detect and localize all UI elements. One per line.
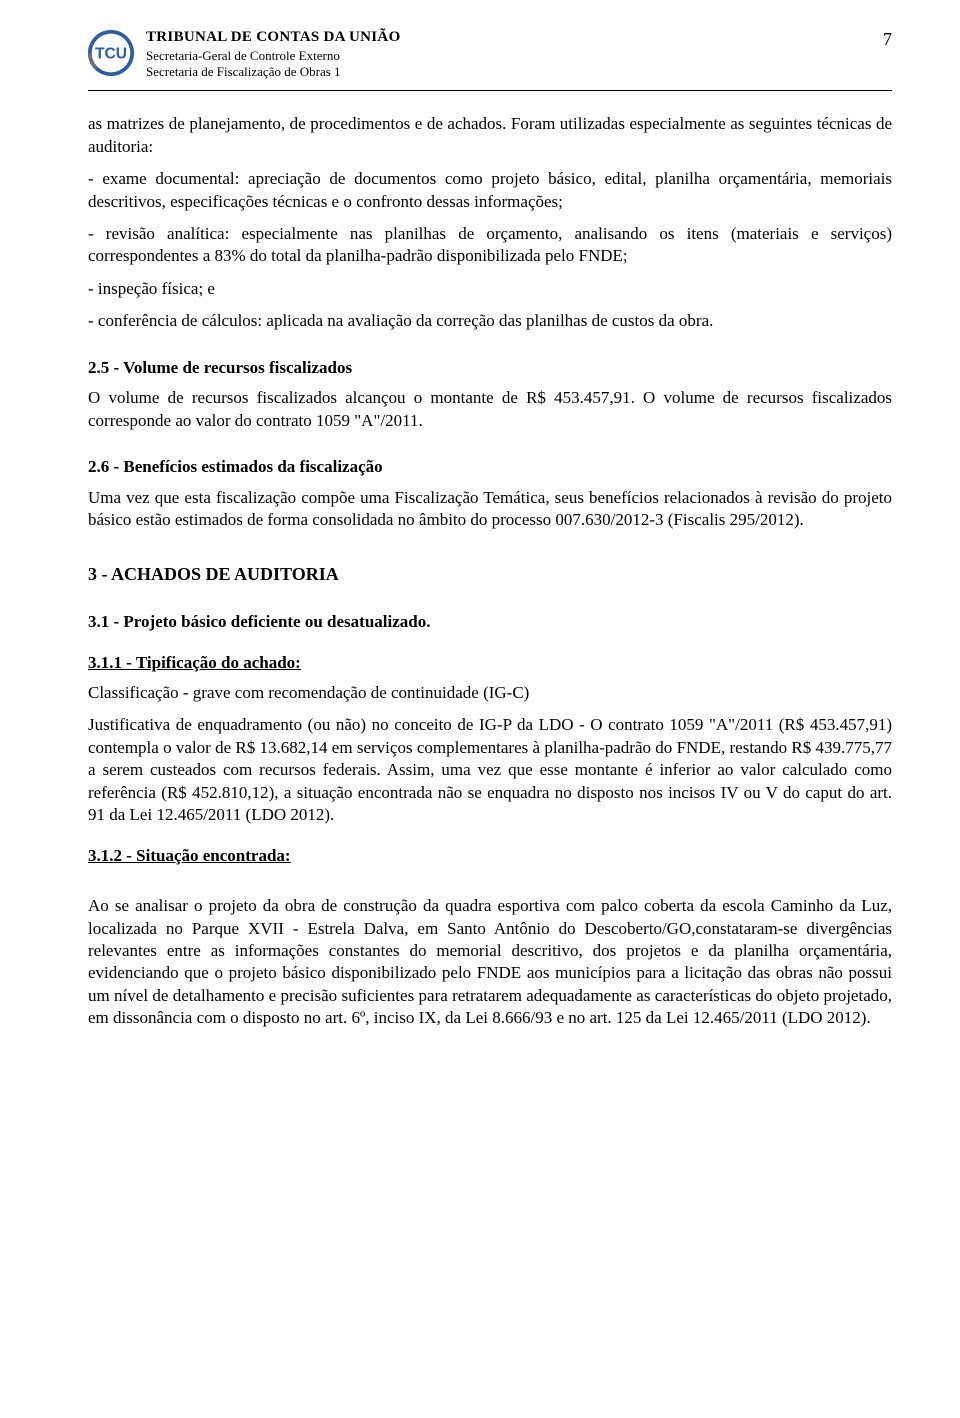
header-text-block: TRIBUNAL DE CONTAS DA UNIÃO Secretaria-G… [146,28,892,80]
svg-text:TCU: TCU [95,46,127,63]
heading-3-1-1: 3.1.1 - Tipificação do achado: [88,652,892,674]
heading-2-6: 2.6 - Benefícios estimados da fiscalizaç… [88,456,892,478]
org-subtitle-2: Secretaria de Fiscalização de Obras 1 [146,64,892,80]
page-header: TCU TRIBUNAL DE CONTAS DA UNIÃO Secretar… [88,28,892,91]
heading-3-1-2: 3.1.2 - Situação encontrada: [88,845,892,867]
intro-paragraph: as matrizes de planejamento, de procedim… [88,113,892,158]
org-subtitle-1: Secretaria-Geral de Controle Externo [146,48,892,64]
paragraph-3-1-1a: Classificação - grave com recomendação d… [88,682,892,704]
bullet-3: - inspeção física; e [88,278,892,300]
page-number: 7 [883,28,892,52]
heading-2-5: 2.5 - Volume de recursos fiscalizados [88,357,892,379]
bullet-2: - revisão analítica: especialmente nas p… [88,223,892,268]
bullet-1: - exame documental: apreciação de docume… [88,168,892,213]
heading-3: 3 - ACHADOS DE AUDITORIA [88,563,892,587]
spacer [88,875,892,895]
heading-3-1: 3.1 - Projeto básico deficiente ou desat… [88,611,892,633]
paragraph-2-5: O volume de recursos fiscalizados alcanç… [88,387,892,432]
bullet-4: - conferência de cálculos: aplicada na a… [88,310,892,332]
tcu-logo-icon: TCU [88,30,134,76]
paragraph-3-1-1b: Justificativa de enquadramento (ou não) … [88,714,892,826]
paragraph-3-1-2: Ao se analisar o projeto da obra de cons… [88,895,892,1030]
org-title: TRIBUNAL DE CONTAS DA UNIÃO [146,28,892,48]
paragraph-2-6: Uma vez que esta fiscalização compõe uma… [88,487,892,532]
